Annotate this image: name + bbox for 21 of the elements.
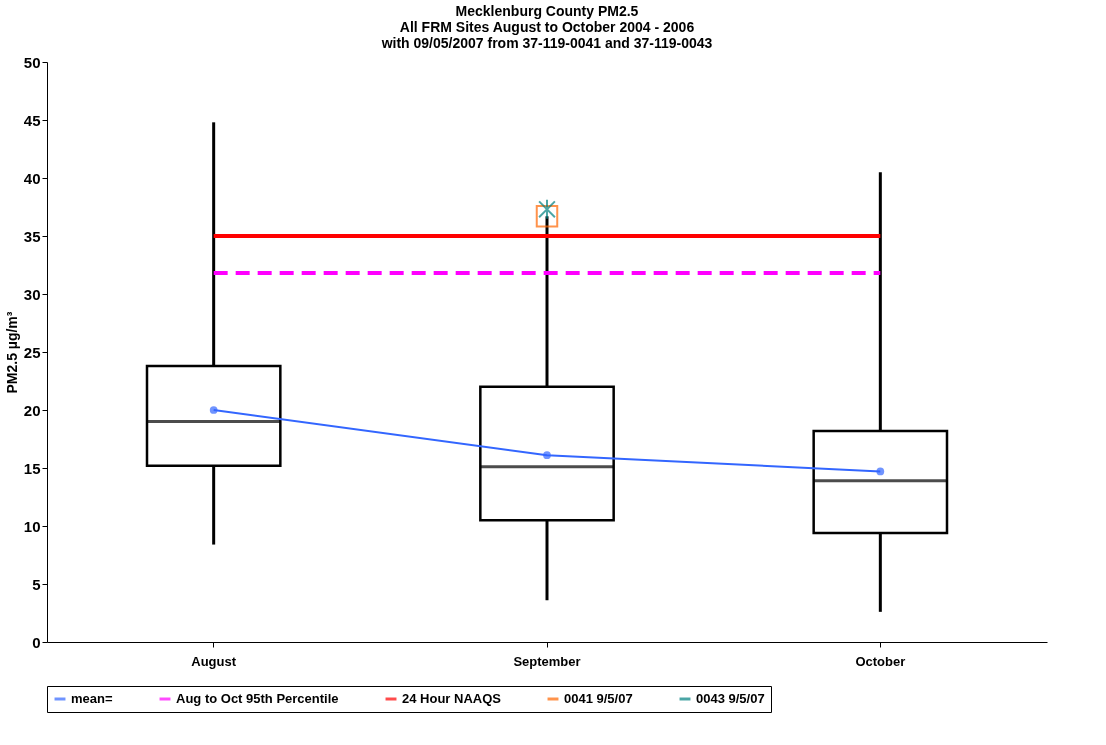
y-tick-label: 0: [32, 633, 41, 651]
legend-label: mean=: [71, 691, 113, 706]
x-tick-label: August: [191, 653, 237, 669]
y-tick-label: 10: [23, 517, 41, 535]
y-tick-label: 45: [23, 111, 41, 129]
legend-label: 0041 9/5/07: [564, 691, 633, 706]
chart-title: Mecklenburg County PM2.5 All FRM Sites August to October 2004 - 2006 with 09/05/2007 from 37-119-0041 and 37-119-0043: [380, 3, 713, 51]
y-axis-title: PM2.5 µg/m³: [3, 311, 20, 394]
y-tick-label: 40: [23, 169, 41, 187]
legend-label: 24 Hour NAAQS: [402, 691, 502, 706]
x-tick-label: September: [513, 653, 581, 669]
y-tick-label: 30: [23, 285, 41, 303]
y-tick-label: 25: [23, 343, 41, 361]
legend-label: 0043 9/5/07: [696, 691, 765, 706]
y-tick-label: 5: [32, 575, 41, 593]
y-tick-label: 50: [23, 53, 41, 71]
legend-label: Aug to Oct 95th Percentile: [176, 691, 339, 706]
y-tick-label: 35: [23, 227, 41, 245]
y-tick-label: 20: [23, 401, 41, 419]
y-tick-label: 15: [23, 459, 41, 477]
x-tick-label: October: [855, 653, 906, 669]
